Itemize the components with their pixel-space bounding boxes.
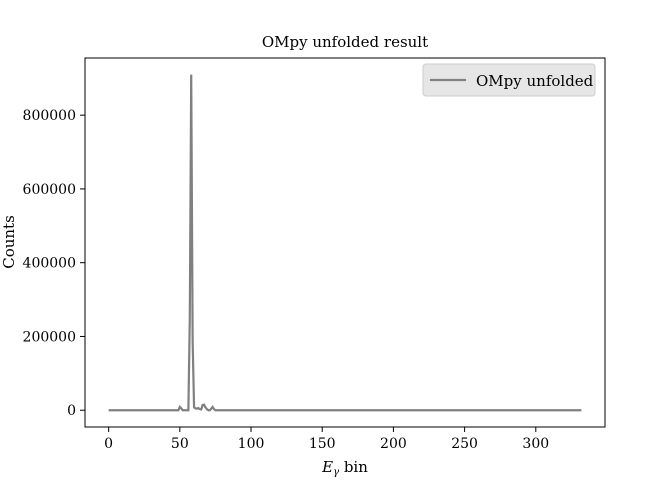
x-tick-label: 150 [309, 436, 336, 452]
x-tick-label: 300 [522, 436, 549, 452]
y-tick-label: 400000 [23, 256, 76, 272]
legend-label: OMpy unfolded [476, 72, 594, 90]
y-tick-label: 0 [67, 403, 76, 419]
legend-box [422, 63, 596, 97]
y-tick-label: 200000 [23, 329, 76, 345]
y-axis-label: Counts [0, 215, 18, 269]
series-line [108, 74, 582, 412]
y-tick-label: 800000 [23, 108, 76, 124]
plot-frame [84, 57, 606, 428]
x-tick-label: 0 [104, 436, 113, 452]
legend: OMpy unfolded [422, 63, 596, 97]
x-tick-label: 200 [380, 436, 407, 452]
series-layer [108, 74, 582, 412]
chart-title: OMpy unfolded result [262, 33, 428, 51]
x-tick-label: 250 [451, 436, 478, 452]
y-tick-label: 600000 [23, 182, 76, 198]
x-axis-label: Eγ bin [321, 458, 368, 478]
x-tick-label: 100 [238, 436, 265, 452]
x-tick-label: 50 [171, 436, 189, 452]
